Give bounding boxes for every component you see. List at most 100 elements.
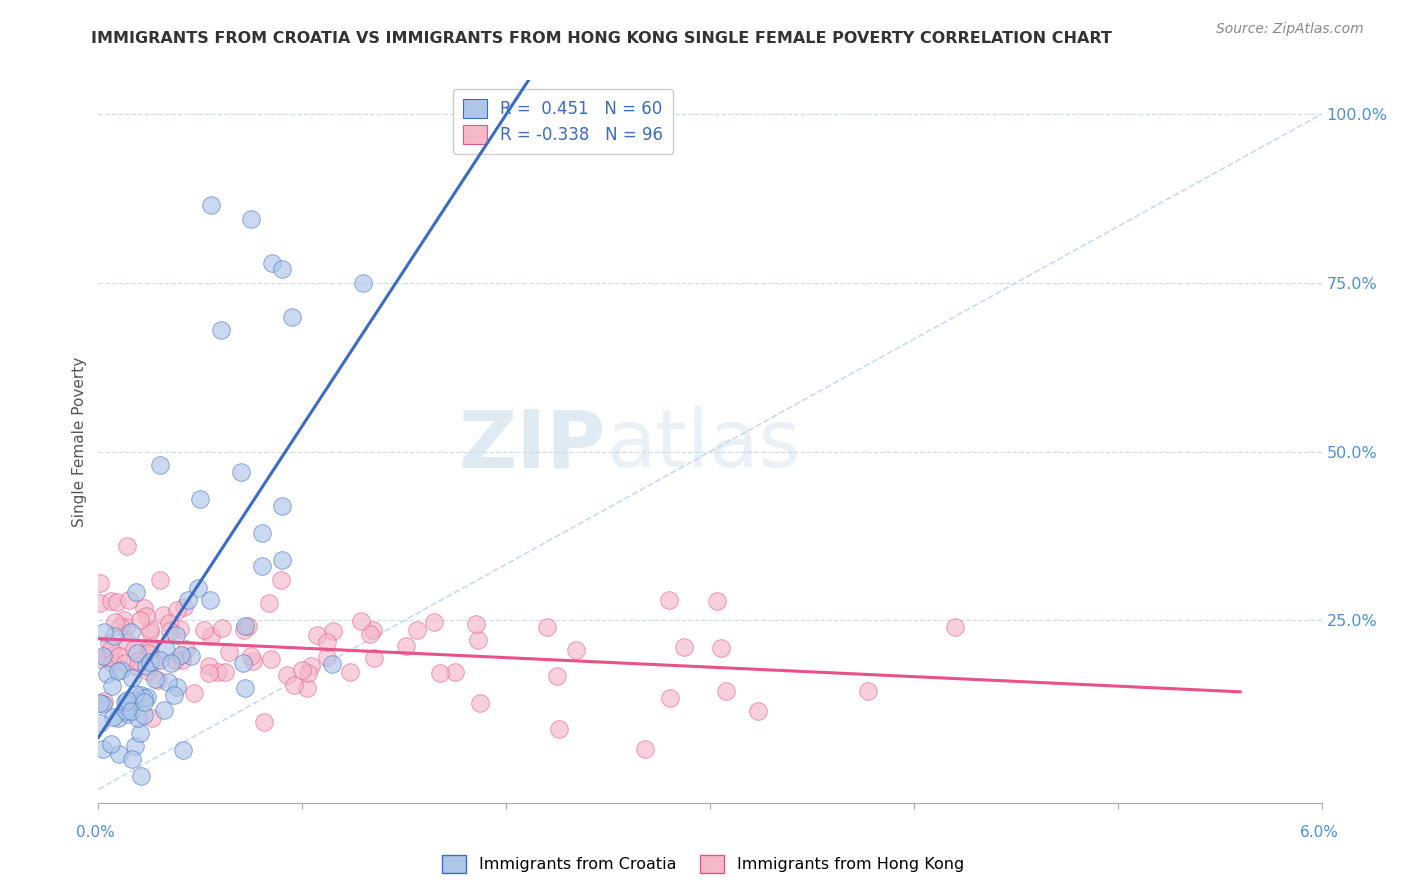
Point <box>270 499 292 513</box>
Point <box>121 752 143 766</box>
Point <box>128 614 150 628</box>
Point <box>322 624 344 638</box>
Point <box>132 691 155 706</box>
Point <box>232 656 254 670</box>
Point <box>159 624 181 639</box>
Point <box>98 636 121 650</box>
Point <box>139 622 162 636</box>
Point <box>122 641 145 656</box>
Point <box>89 651 111 665</box>
Point <box>101 648 124 662</box>
Point <box>363 650 385 665</box>
Text: 6.0%: 6.0% <box>1299 825 1339 839</box>
Point <box>89 596 111 610</box>
Point <box>163 689 186 703</box>
Point <box>546 668 568 682</box>
Point <box>172 743 194 757</box>
Point <box>136 646 159 660</box>
Point <box>250 559 273 574</box>
Point <box>129 688 152 702</box>
Point <box>100 642 122 657</box>
Point <box>100 737 122 751</box>
Point <box>93 694 115 708</box>
Point <box>198 665 221 680</box>
Point <box>149 573 172 587</box>
Point <box>547 723 569 737</box>
Point <box>114 656 136 670</box>
Point <box>634 741 657 756</box>
Point <box>107 711 129 725</box>
Point <box>117 593 139 607</box>
Point <box>214 665 236 679</box>
Point <box>100 594 122 608</box>
Text: atlas: atlas <box>606 406 800 484</box>
Point <box>94 650 117 665</box>
Point <box>281 310 304 324</box>
Point <box>188 491 212 506</box>
Point <box>129 769 152 783</box>
Point <box>112 613 135 627</box>
Point <box>943 620 966 634</box>
Point <box>183 686 205 700</box>
Point <box>108 619 131 633</box>
Point <box>283 678 305 692</box>
Point <box>136 664 159 678</box>
Point <box>305 628 328 642</box>
Point <box>200 629 222 643</box>
Point <box>155 642 177 657</box>
Point <box>124 687 146 701</box>
Point <box>108 747 131 762</box>
Point <box>714 683 737 698</box>
Point <box>297 666 319 681</box>
Point <box>536 620 558 634</box>
Point <box>132 707 155 722</box>
Point <box>297 681 319 696</box>
Point <box>198 659 221 673</box>
Point <box>359 626 381 640</box>
Point <box>468 696 491 710</box>
Point <box>299 658 322 673</box>
Point <box>122 693 145 707</box>
Point <box>115 635 138 649</box>
Point <box>239 648 262 663</box>
Point <box>170 648 193 662</box>
Point <box>173 600 195 615</box>
Point <box>260 651 283 665</box>
Point <box>180 648 202 663</box>
Point <box>141 711 163 725</box>
Point <box>565 643 588 657</box>
Point <box>125 585 148 599</box>
Point <box>156 675 179 690</box>
Point <box>170 653 193 667</box>
Point <box>124 739 146 753</box>
Point <box>270 574 292 588</box>
Point <box>193 623 215 637</box>
Point <box>110 663 132 677</box>
Point <box>117 707 139 722</box>
Point <box>352 276 374 290</box>
Point <box>101 656 124 670</box>
Point <box>236 619 259 633</box>
Point <box>233 619 256 633</box>
Point <box>706 593 728 607</box>
Point <box>166 681 188 695</box>
Point <box>125 646 148 660</box>
Point <box>658 593 681 607</box>
Point <box>115 693 138 707</box>
Point <box>120 704 142 718</box>
Point <box>242 654 264 668</box>
Point <box>115 539 138 553</box>
Text: IMMIGRANTS FROM CROATIA VS IMMIGRANTS FROM HONG KONG SINGLE FEMALE POVERTY CORRE: IMMIGRANTS FROM CROATIA VS IMMIGRANTS FR… <box>91 31 1112 46</box>
Point <box>858 684 880 698</box>
Point <box>135 608 157 623</box>
Point <box>115 704 138 718</box>
Point <box>132 600 155 615</box>
Text: ZIP: ZIP <box>458 406 606 484</box>
Point <box>207 665 229 679</box>
Point <box>115 699 138 714</box>
Point <box>143 673 166 687</box>
Point <box>104 615 127 629</box>
Point <box>316 650 339 665</box>
Point <box>673 640 696 654</box>
Point <box>152 607 174 622</box>
